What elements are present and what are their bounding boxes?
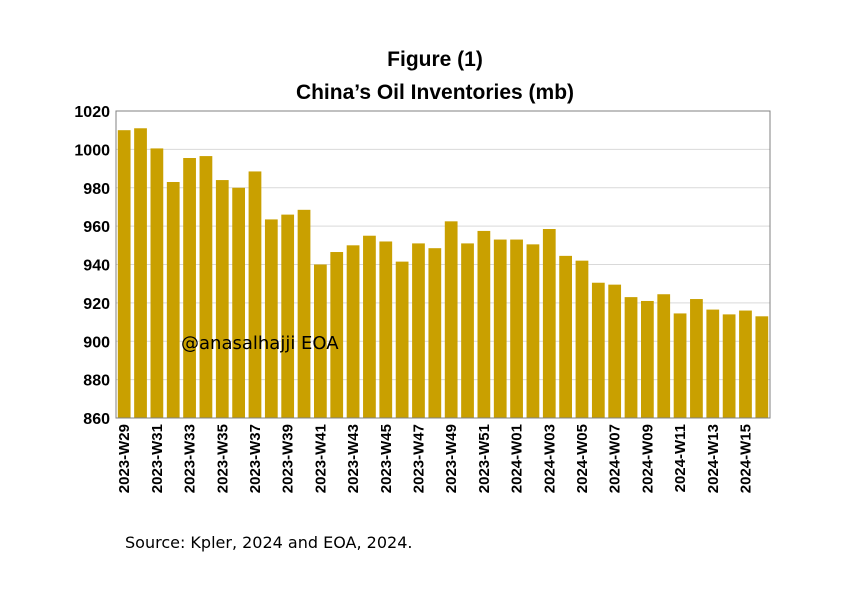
bar-2023-W51 xyxy=(477,230,491,418)
bar-2023-W33 xyxy=(183,158,196,418)
bar-2024-W08 xyxy=(624,297,638,418)
bar-2023-W40 xyxy=(297,209,311,418)
x-tick-label: 2023-W45 xyxy=(378,424,395,493)
bar-2024-W06 xyxy=(591,282,605,418)
bar-2024-W13 xyxy=(706,309,720,418)
x-tick-label: 2023-W43 xyxy=(345,424,362,493)
bar-2023-W37 xyxy=(248,171,262,418)
x-tick-label: 2023-W41 xyxy=(312,424,329,493)
bar-2024-W09 xyxy=(640,300,654,418)
y-tick-label: 1000 xyxy=(74,142,110,159)
x-tick-label: 2024-W15 xyxy=(737,424,754,493)
x-tick-label: 2024-W03 xyxy=(541,424,558,493)
bars xyxy=(117,128,769,419)
bar-2023-W34 xyxy=(199,156,213,418)
bar-2023-W45 xyxy=(379,241,393,418)
bar-2023-W35 xyxy=(215,180,229,418)
bar-2024-W16 xyxy=(755,316,769,418)
bar-2023-W50 xyxy=(461,243,474,418)
bar-2023-W52 xyxy=(493,239,507,418)
y-tick-label: 880 xyxy=(83,373,110,390)
bar-2023-W43 xyxy=(346,245,360,418)
bar-2023-W38 xyxy=(264,219,278,418)
y-tick-label: 960 xyxy=(83,219,110,236)
x-tick-label: 2024-W07 xyxy=(607,424,624,493)
bar-2024-W05 xyxy=(575,260,589,418)
source-note: Source: Kpler, 2024 and EOA, 2024. xyxy=(125,533,412,552)
x-tick-label: 2023-W39 xyxy=(280,424,297,493)
bar-2023-W49 xyxy=(444,221,458,418)
bar-2023-W44 xyxy=(363,235,376,418)
x-tick-label: 2023-W37 xyxy=(247,424,264,493)
bar-2023-W42 xyxy=(330,252,344,418)
bar-2024-W14 xyxy=(722,314,736,418)
x-tick-label: 2023-W29 xyxy=(116,424,133,493)
x-tick-label: 2023-W31 xyxy=(149,424,166,493)
x-tick-label: 2024-W11 xyxy=(672,424,689,492)
bar-2023-W47 xyxy=(412,243,425,418)
y-axis-ticks: 860 880 900 920 940 960 980 1000 1020 xyxy=(74,104,110,428)
x-tick-label: 2023-W51 xyxy=(476,424,493,493)
chart-title-line1: Figure (1) xyxy=(387,48,483,71)
x-tick-label: 2024-W01 xyxy=(509,424,526,493)
y-tick-label: 940 xyxy=(83,258,110,275)
bar-2024-W02 xyxy=(526,244,540,418)
bar-2024-W11 xyxy=(673,313,687,418)
bar-2023-W30 xyxy=(134,128,147,419)
bar-2024-W03 xyxy=(542,229,556,418)
x-tick-label: 2023-W49 xyxy=(443,424,460,493)
x-tick-label: 2024-W05 xyxy=(574,424,591,493)
x-tick-label: 2023-W47 xyxy=(410,424,427,493)
bar-2023-W46 xyxy=(395,261,409,418)
x-tick-label: 2024-W13 xyxy=(705,424,722,493)
x-tick-label: 2024-W09 xyxy=(639,424,656,493)
y-tick-label: 860 xyxy=(83,411,110,428)
bar-2023-W41 xyxy=(313,264,327,418)
bar-2023-W36 xyxy=(232,187,246,418)
x-tick-label: 2023-W33 xyxy=(182,424,199,493)
bar-2024-W07 xyxy=(608,284,622,418)
bar-2023-W31 xyxy=(150,148,164,418)
bar-2024-W15 xyxy=(739,310,752,418)
chart-title-line2: China’s Oil Inventories (mb) xyxy=(296,81,574,104)
bar-2024-W12 xyxy=(690,299,703,418)
bar-2024-W04 xyxy=(559,255,573,418)
y-tick-label: 980 xyxy=(83,181,110,198)
x-axis-ticks: 2023-W29 2023-W31 2023-W33 2023-W35 2023-W37… xyxy=(116,424,754,493)
bar-2023-W29 xyxy=(117,130,131,418)
y-tick-label: 1020 xyxy=(74,104,110,121)
plot-frame xyxy=(115,110,771,419)
bar-2023-W39 xyxy=(281,214,295,418)
bar-2023-W48 xyxy=(428,248,442,418)
y-tick-label: 920 xyxy=(83,296,110,313)
bar-2023-W32 xyxy=(166,181,180,418)
x-tick-label: 2023-W35 xyxy=(214,424,231,493)
bar-2024-W01 xyxy=(510,239,523,418)
y-tick-label: 900 xyxy=(83,334,110,351)
watermark: @anasalhajji EOA xyxy=(181,333,339,354)
bar-2024-W10 xyxy=(657,294,671,418)
